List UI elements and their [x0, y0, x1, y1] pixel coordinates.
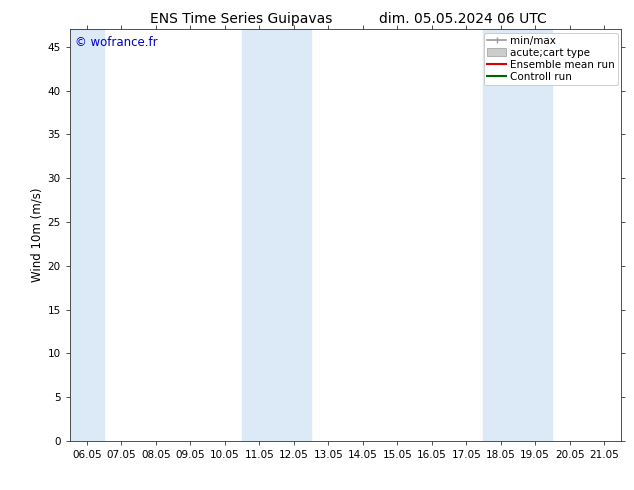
- Legend: min/max, acute;cart type, Ensemble mean run, Controll run: min/max, acute;cart type, Ensemble mean …: [484, 32, 618, 85]
- Y-axis label: Wind 10m (m/s): Wind 10m (m/s): [30, 188, 43, 282]
- Bar: [242, 29, 311, 441]
- Text: © wofrance.fr: © wofrance.fr: [75, 36, 158, 49]
- Text: ENS Time Series Guipavas: ENS Time Series Guipavas: [150, 12, 332, 26]
- Text: dim. 05.05.2024 06 UTC: dim. 05.05.2024 06 UTC: [379, 12, 547, 26]
- Bar: [483, 29, 552, 441]
- Bar: [70, 29, 104, 441]
